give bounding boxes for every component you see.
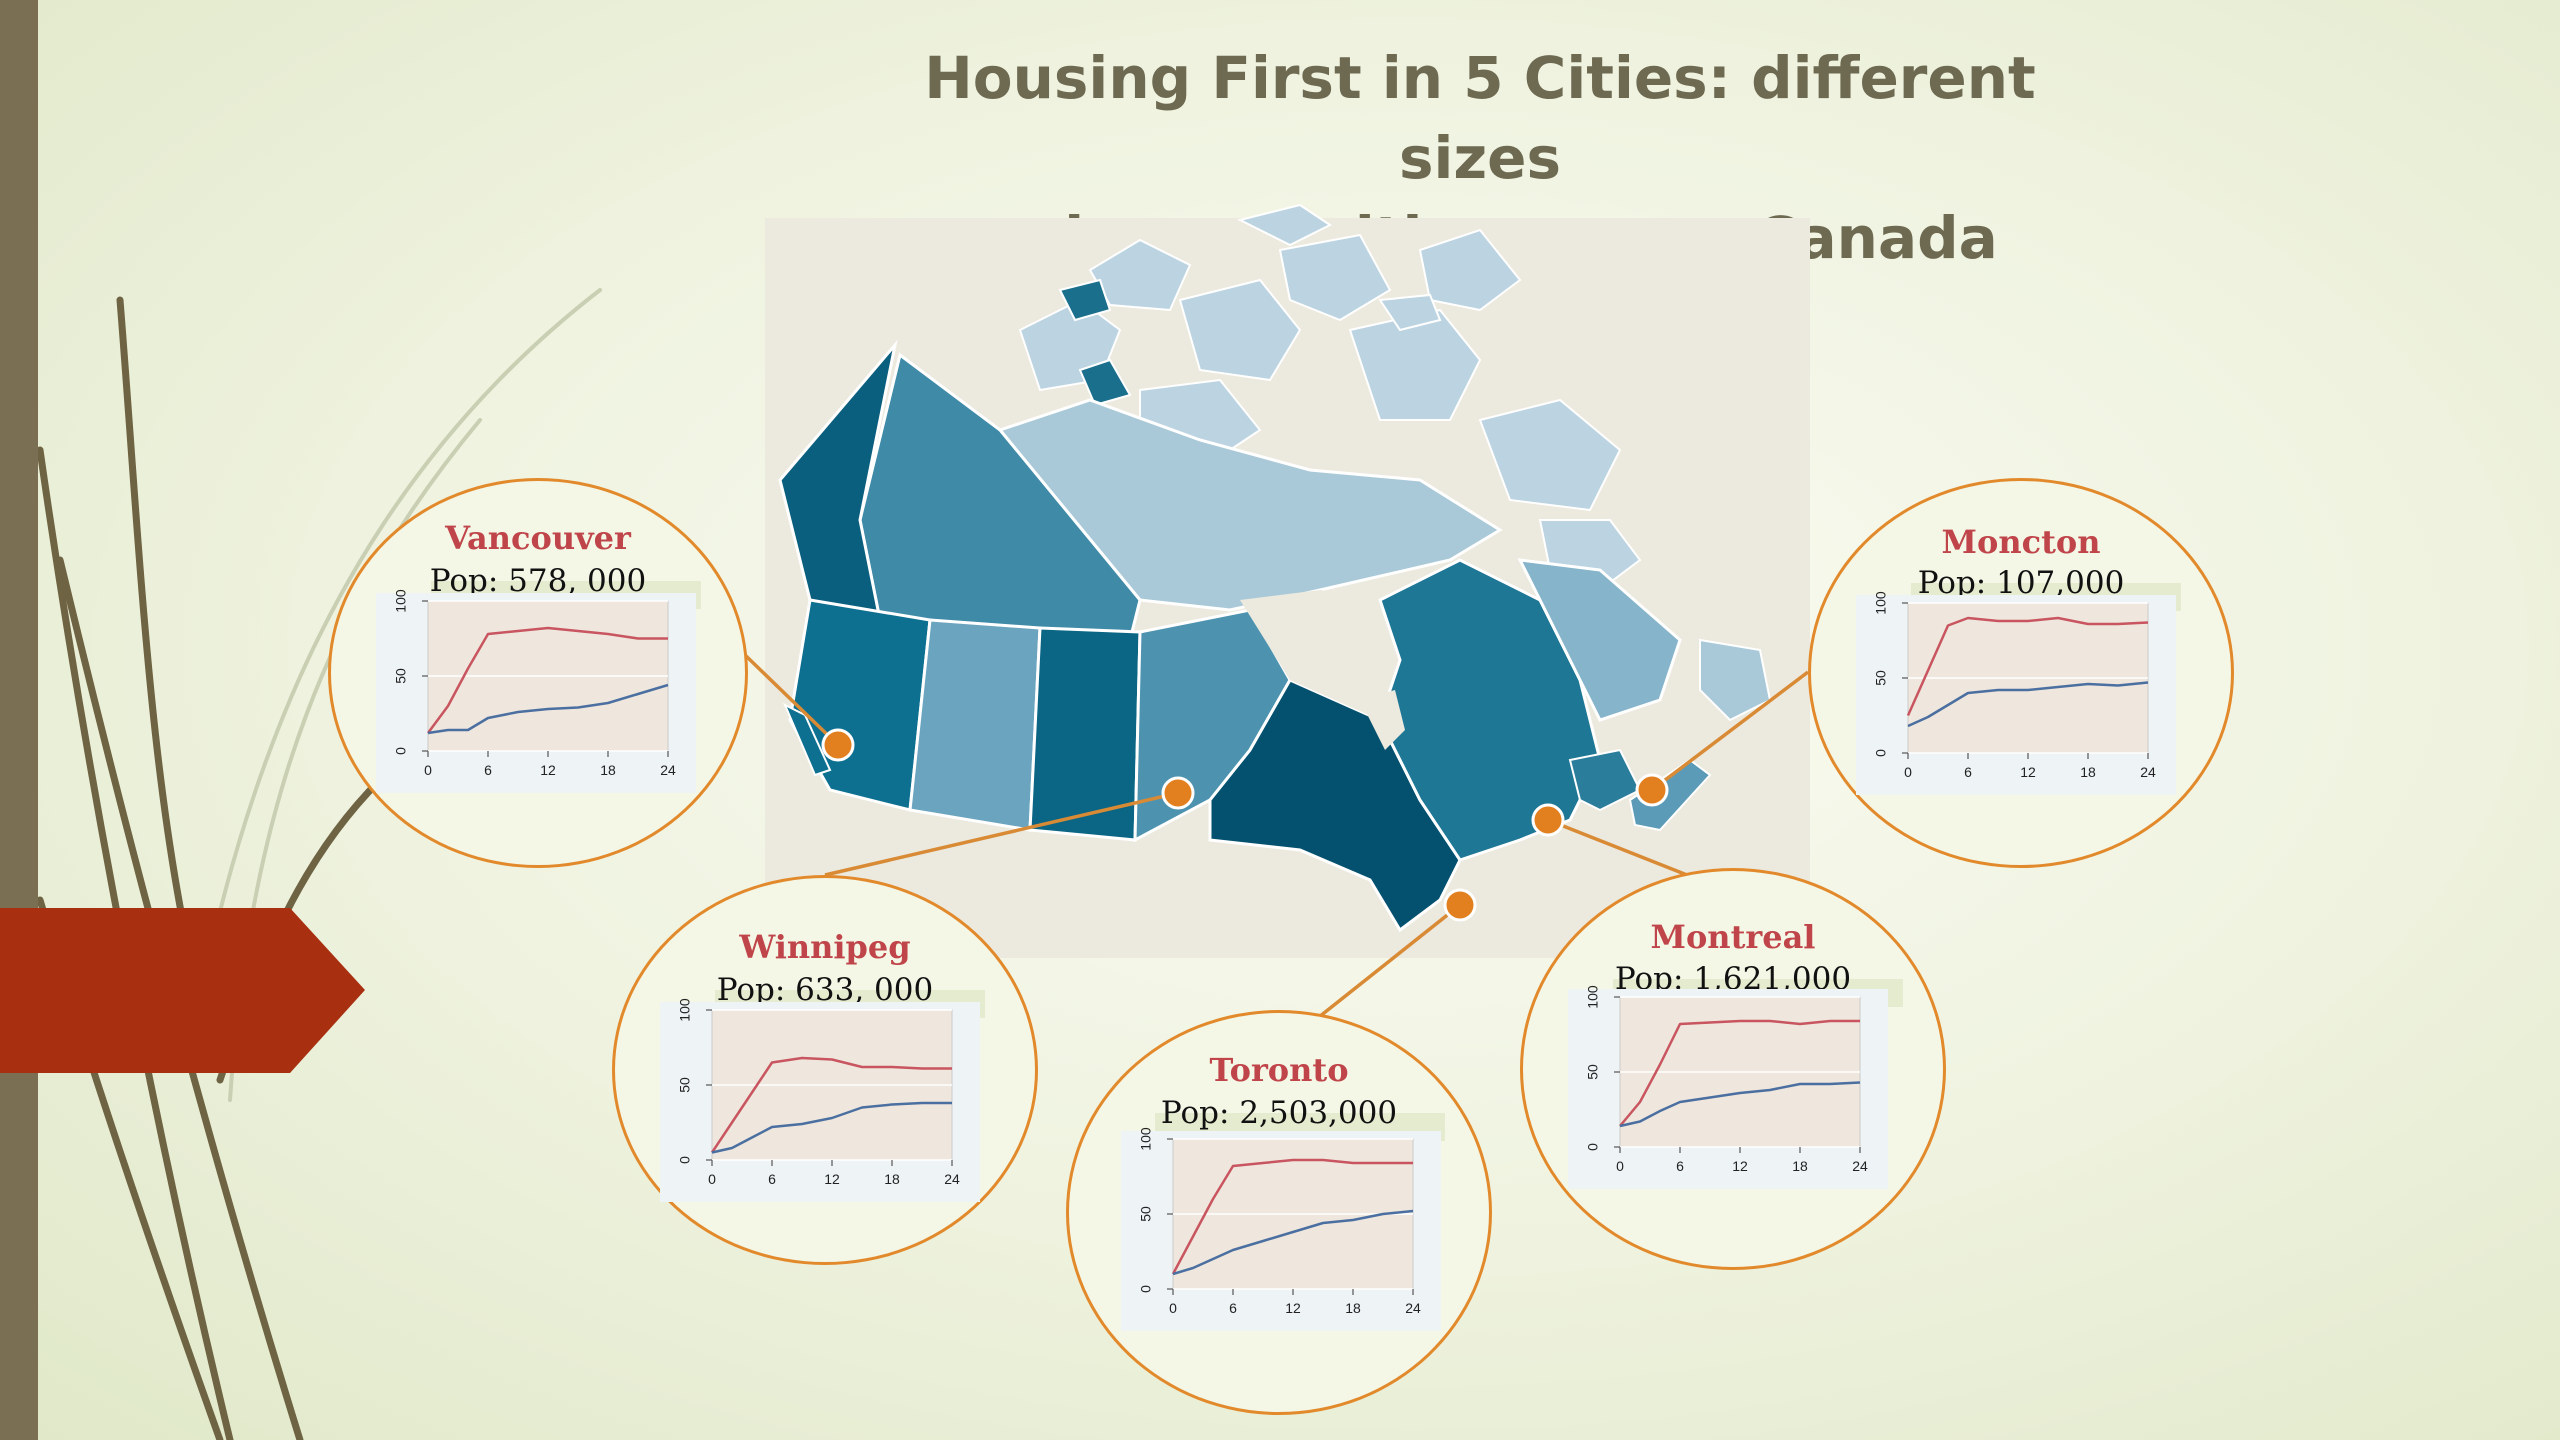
mini-chart-moncton: 0 50 100 0 6 12 18 24 xyxy=(1856,591,2176,795)
x-tick-label: 12 xyxy=(540,762,556,778)
population-toronto: Pop: 2,503,000 xyxy=(1160,1095,1398,1131)
x-tick-label: 6 xyxy=(484,762,492,778)
marker-vancouver[interactable] xyxy=(821,728,855,762)
leader-line-winnipeg xyxy=(824,791,1179,877)
y-tick-label: 0 xyxy=(1585,1143,1601,1151)
mini-chart-vancouver: 0 50 100 0 6 12 18 24 xyxy=(376,589,696,793)
x-tick-label: 0 xyxy=(708,1171,716,1187)
callout-winnipeg: Winnipeg Pop: 633, 000 0 50 100 0 6 12 18 24 xyxy=(612,875,1038,1265)
series-line-2 xyxy=(1619,1081,1861,1128)
series-line-1 xyxy=(710,1056,952,1154)
map-vancouver-island xyxy=(783,702,832,777)
map-hudson-bay xyxy=(1240,590,1400,720)
callout-montreal: Montreal Pop: 1,621,000 0 50 100 0 6 12 18 24 xyxy=(1520,868,1946,1270)
x-tick-label: 24 xyxy=(660,762,676,778)
city-name-vancouver: Vancouver xyxy=(445,519,631,557)
x-tick-label: 18 xyxy=(1345,1300,1361,1316)
series-line-2 xyxy=(427,683,669,735)
city-name-montreal: Montreal xyxy=(1650,918,1816,956)
callout-toronto: Toronto Pop: 2,503,000 0 50 100 0 6 12 18 24 xyxy=(1066,1010,1492,1415)
y-tick-label: 0 xyxy=(393,747,409,755)
y-tick-label: 0 xyxy=(1138,1285,1154,1293)
map-newfoundland xyxy=(1699,638,1772,722)
x-tick-label: 18 xyxy=(1792,1158,1808,1174)
leader-line-moncton xyxy=(1650,670,1810,792)
map-labrador xyxy=(1517,558,1682,722)
series-line-1 xyxy=(1619,1019,1860,1127)
x-tick-label: 24 xyxy=(1852,1158,1868,1174)
y-tick-label: 0 xyxy=(1873,749,1889,757)
x-tick-label: 24 xyxy=(1405,1300,1421,1316)
series-line-2 xyxy=(1907,681,2149,728)
marker-toronto[interactable] xyxy=(1443,888,1477,922)
x-tick-label: 18 xyxy=(884,1171,900,1187)
map-new-brunswick xyxy=(1568,748,1642,812)
y-tick-label: 50 xyxy=(1138,1206,1154,1222)
y-tick-label: 100 xyxy=(677,998,693,1022)
map-james-bay xyxy=(1360,690,1405,750)
x-tick-label: 6 xyxy=(768,1171,776,1187)
x-tick-label: 0 xyxy=(1904,764,1912,780)
mini-chart-toronto: 0 50 100 0 6 12 18 24 xyxy=(1121,1127,1441,1331)
y-tick-label: 100 xyxy=(1585,985,1601,1009)
x-tick-label: 12 xyxy=(1285,1300,1301,1316)
x-tick-label: 6 xyxy=(1676,1158,1684,1174)
city-name-moncton: Moncton xyxy=(1941,523,2101,561)
series-line-1 xyxy=(426,626,668,734)
left-accent-bar xyxy=(0,0,38,1440)
y-tick-label: 100 xyxy=(1873,591,1889,615)
x-tick-label: 24 xyxy=(944,1171,960,1187)
x-tick-label: 6 xyxy=(1964,764,1972,780)
y-tick-label: 50 xyxy=(1873,670,1889,686)
marker-winnipeg[interactable] xyxy=(1161,776,1195,810)
series-line-1 xyxy=(1171,1158,1413,1275)
x-tick-label: 12 xyxy=(824,1171,840,1187)
y-tick-label: 0 xyxy=(677,1156,693,1164)
series-line-2 xyxy=(1172,1209,1414,1276)
mini-chart-winnipeg: 0 50 100 0 6 12 18 24 xyxy=(660,998,980,1202)
callout-vancouver: Vancouver Pop: 578, 000 0 50 100 0 6 12 18 24 xyxy=(328,478,748,868)
map-nunavut xyxy=(997,398,1503,612)
city-name-winnipeg: Winnipeg xyxy=(739,928,911,966)
x-tick-label: 12 xyxy=(2020,764,2036,780)
x-tick-label: 18 xyxy=(600,762,616,778)
series-line-1 xyxy=(1906,616,2149,717)
y-tick-label: 50 xyxy=(1585,1064,1601,1080)
marker-moncton[interactable] xyxy=(1635,773,1669,807)
x-tick-label: 0 xyxy=(424,762,432,778)
x-tick-label: 0 xyxy=(1169,1300,1177,1316)
title-line-1: Housing First in 5 Cities: different siz… xyxy=(924,44,2036,192)
leader-line-vancouver xyxy=(743,653,840,747)
x-tick-label: 6 xyxy=(1229,1300,1237,1316)
y-tick-label: 50 xyxy=(677,1077,693,1093)
marker-montreal[interactable] xyxy=(1531,803,1565,837)
x-tick-label: 24 xyxy=(2140,764,2156,780)
series-line-2 xyxy=(711,1101,952,1154)
x-tick-label: 12 xyxy=(1732,1158,1748,1174)
y-tick-label: 100 xyxy=(393,589,409,613)
mini-chart-montreal: 0 50 100 0 6 12 18 24 xyxy=(1568,985,1888,1189)
red-arrow-tab xyxy=(0,908,365,1073)
x-tick-label: 0 xyxy=(1616,1158,1624,1174)
y-tick-label: 50 xyxy=(393,668,409,684)
x-tick-label: 18 xyxy=(2080,764,2096,780)
callout-moncton: Moncton Pop: 107,000 0 50 100 0 6 12 18 24 xyxy=(1808,478,2234,868)
city-name-toronto: Toronto xyxy=(1209,1051,1349,1089)
y-tick-label: 100 xyxy=(1138,1127,1154,1151)
